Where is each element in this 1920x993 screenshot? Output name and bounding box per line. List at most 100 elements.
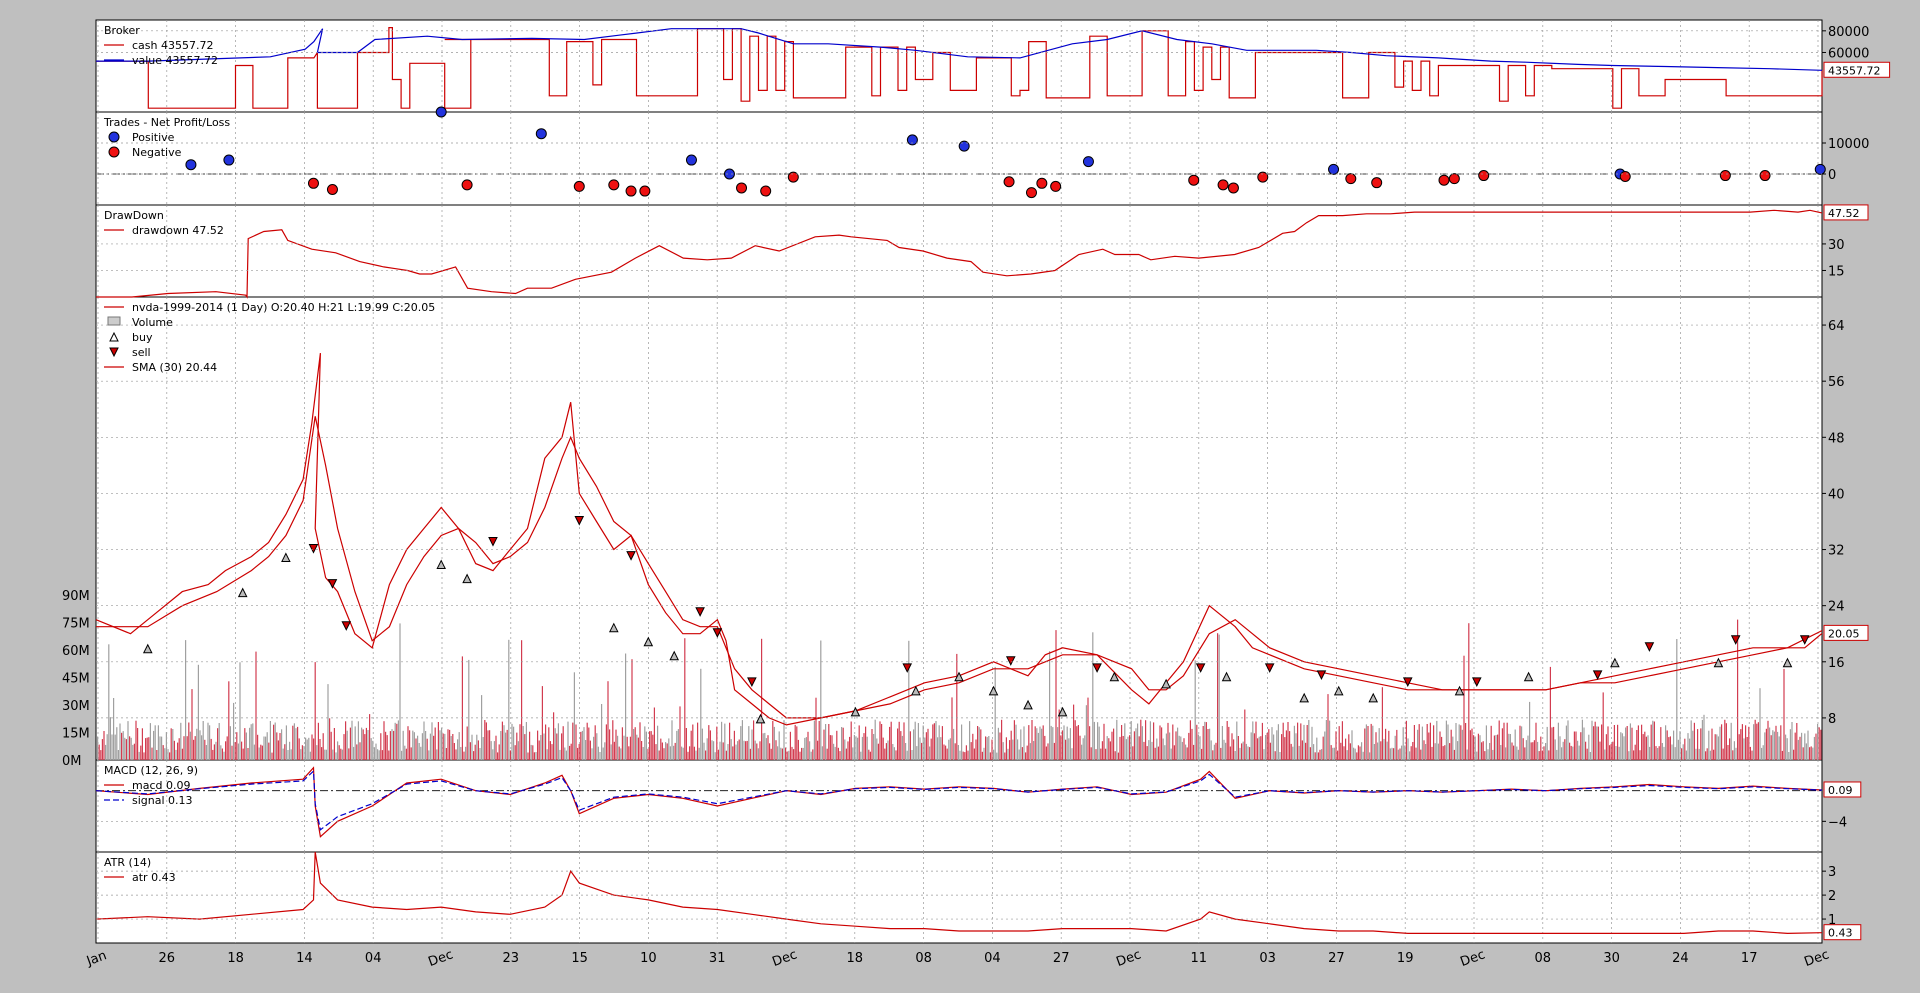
volume-bar [477, 740, 479, 760]
y-tick-label: 10000 [1828, 137, 1869, 152]
volume-bar [1658, 746, 1660, 760]
volume-bar [1604, 749, 1606, 760]
volume-bar [109, 717, 111, 760]
volume-bar [577, 747, 579, 760]
volume-bar [781, 748, 783, 760]
volume-bar [1338, 726, 1340, 760]
volume-bar [151, 747, 153, 760]
last-value-box [1823, 781, 1862, 798]
volume-bar [1181, 741, 1183, 760]
volume-bar [311, 734, 313, 760]
sell-marker [695, 607, 705, 617]
volume-bar [1668, 737, 1670, 760]
volume-bar [724, 723, 726, 760]
volume-bar [439, 730, 441, 760]
volume-bar [495, 735, 497, 760]
volume-bar [1138, 736, 1140, 760]
x-tick-label: 27 [1328, 951, 1345, 966]
volume-bar [1173, 745, 1175, 760]
volume-bar [106, 734, 108, 760]
volume-bar [117, 750, 119, 760]
volume-bar [297, 726, 299, 760]
x-tick-label: 04 [365, 951, 382, 966]
volume-bar [735, 744, 737, 760]
y-tick-label: 16 [1828, 656, 1845, 671]
volume-bar [1036, 728, 1038, 760]
volume-bar [785, 747, 787, 760]
volume-bar [1802, 747, 1804, 760]
volume-bar [242, 748, 244, 760]
volume-bar [1420, 749, 1422, 760]
sell-marker [1402, 677, 1413, 687]
volume-bar [1282, 722, 1284, 760]
volume-tick-label: 60M [62, 644, 90, 659]
volume-bar [1801, 732, 1803, 760]
volume-bar [357, 721, 359, 760]
volume-bar [844, 739, 846, 760]
volume-bar [485, 722, 487, 760]
volume-bar [575, 724, 577, 760]
volume-bar [322, 733, 324, 760]
buy-marker [669, 650, 680, 661]
buy-marker [462, 573, 472, 584]
volume-bar [1114, 751, 1116, 760]
x-tick-label: 30 [1603, 951, 1620, 966]
volume-bar [1585, 741, 1587, 760]
volume-bar [121, 732, 123, 760]
volume-bar [287, 750, 289, 760]
volume-bar [1445, 720, 1447, 760]
volume-bar [465, 746, 467, 760]
volume-bar [901, 735, 903, 760]
volume-bar [599, 752, 601, 760]
y-tick-label: 60000 [1828, 46, 1869, 61]
volume-bar [418, 743, 420, 760]
volume-bar [754, 740, 756, 760]
volume-bar [690, 730, 692, 760]
volume-bar [1626, 726, 1628, 760]
volume-bar [276, 732, 278, 760]
volume-bar [1381, 687, 1383, 760]
volume-bar [1519, 725, 1521, 760]
volume-bar [487, 730, 489, 760]
trade-positive-marker [223, 154, 235, 166]
volume-bar [226, 736, 228, 760]
volume-bar [1218, 634, 1220, 760]
x-tick-label: 08 [915, 951, 932, 966]
volume-bar [764, 732, 766, 760]
volume-bar [730, 739, 732, 760]
sell-marker [1092, 663, 1102, 673]
volume-bar [701, 728, 703, 760]
volume-bar [1276, 730, 1278, 760]
volume-bar [922, 725, 924, 760]
volume-bar [1466, 749, 1468, 760]
volume-bar [1165, 733, 1167, 760]
volume-bar [1602, 692, 1604, 760]
volume-bar [1364, 728, 1366, 760]
volume-bar [1413, 725, 1415, 760]
volume-bar [973, 748, 975, 760]
volume-bar [375, 743, 377, 760]
sell-marker [1264, 663, 1275, 673]
volume-bar [884, 748, 886, 760]
volume-bar [1797, 739, 1799, 760]
volume-bar [1015, 724, 1017, 760]
volume-bar [1493, 735, 1495, 760]
volume-bar [1722, 748, 1724, 760]
volume-bar [1809, 747, 1811, 760]
volume-bar [1133, 731, 1135, 760]
volume-bar [413, 732, 415, 760]
volume-bar [642, 747, 644, 760]
volume-bar [685, 728, 687, 760]
volume-bar [124, 737, 126, 760]
volume-bar [1277, 724, 1279, 760]
volume-bar [1628, 751, 1630, 760]
volume-bar [517, 741, 519, 760]
volume-bar [1092, 632, 1094, 760]
volume-bar [604, 742, 606, 760]
volume-bar [549, 741, 551, 760]
volume-bar [245, 732, 247, 760]
volume-bar [825, 724, 827, 760]
sell-marker [327, 579, 338, 589]
volume-bar [625, 653, 627, 760]
volume-bar [1524, 747, 1526, 760]
